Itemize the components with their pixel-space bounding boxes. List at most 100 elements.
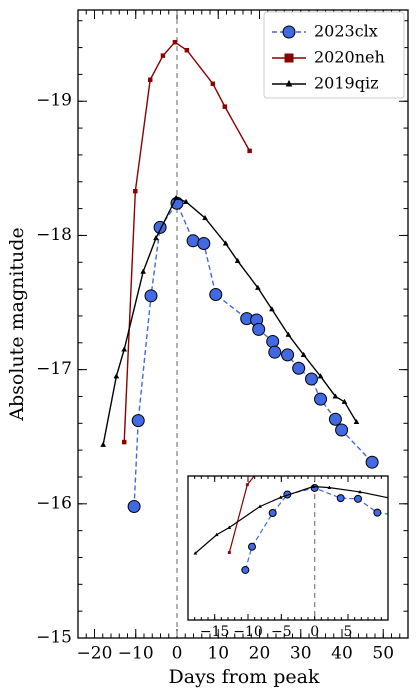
legend-label: 2023clx <box>314 22 378 41</box>
data-point <box>121 439 127 445</box>
data-point <box>358 489 362 494</box>
y-tick-label: −16 <box>36 493 72 513</box>
x-tick-label: 40 <box>331 644 353 664</box>
data-point <box>160 53 166 58</box>
legend-marker <box>282 25 296 39</box>
data-point <box>332 393 339 399</box>
data-point <box>113 373 120 379</box>
data-point <box>247 148 252 154</box>
data-point <box>268 508 277 517</box>
data-point <box>310 483 319 492</box>
data-point <box>183 198 189 204</box>
plot-area <box>193 443 414 620</box>
axes-frame <box>187 475 389 621</box>
data-point <box>147 77 153 83</box>
data-point <box>300 351 307 357</box>
x-tick-label: −15 <box>200 624 230 640</box>
data-point <box>222 104 228 109</box>
legend: 2023clx 2020neh 2019qiz <box>263 11 405 99</box>
data-point <box>144 289 158 303</box>
axes-frame <box>77 9 409 639</box>
x-tick-label: 20 <box>249 644 271 664</box>
data-point <box>227 551 231 554</box>
x-tick-label: −20 <box>77 644 113 664</box>
data-point <box>292 361 306 375</box>
data-point <box>202 214 208 221</box>
series-line <box>133 201 373 507</box>
legend-box <box>263 11 405 99</box>
x-tick-label: 10 <box>207 644 229 664</box>
y-tick-label: −15 <box>36 628 72 648</box>
data-point <box>411 502 414 505</box>
data-point <box>285 331 292 337</box>
data-point <box>214 532 219 537</box>
data-point <box>100 441 107 447</box>
legend-marker <box>284 53 294 63</box>
data-point <box>197 236 211 250</box>
data-point <box>209 287 223 301</box>
data-point <box>153 234 159 241</box>
data-point <box>317 373 324 379</box>
data-point <box>336 494 345 503</box>
data-point <box>373 508 382 517</box>
data-point <box>268 345 282 359</box>
data-point <box>210 81 216 87</box>
data-point <box>268 306 275 312</box>
data-point <box>254 284 261 290</box>
data-point <box>241 565 250 574</box>
data-point <box>153 220 167 234</box>
data-point <box>304 372 318 386</box>
y-tick-label: −17 <box>36 359 72 379</box>
series-line <box>102 196 358 445</box>
data-point <box>354 494 362 503</box>
data-point <box>392 497 395 500</box>
series-line <box>194 485 388 554</box>
data-point <box>222 240 229 246</box>
data-point <box>328 412 342 426</box>
data-point <box>310 443 312 445</box>
data-point <box>327 485 332 489</box>
x-tick-label: −10 <box>118 644 154 664</box>
data-point <box>281 348 295 362</box>
x-tick-label: 0 <box>172 644 183 664</box>
data-point <box>270 453 272 455</box>
data-point <box>248 542 256 551</box>
legend-marker <box>285 79 293 87</box>
data-point <box>252 322 266 336</box>
data-point <box>258 504 262 508</box>
legend-label: 2019qiz <box>314 74 379 93</box>
x-tick-label: 5 <box>344 624 353 640</box>
x-axis-label: Days from peak <box>169 666 320 688</box>
data-point <box>193 551 198 555</box>
legend-label: 2020neh <box>314 48 385 67</box>
data-point <box>278 495 283 499</box>
x-tick-label: 50 <box>372 644 394 664</box>
data-point <box>172 39 178 45</box>
data-point <box>121 346 128 352</box>
data-point <box>227 525 232 529</box>
x-tick-label: 30 <box>290 644 312 664</box>
data-point <box>245 483 249 487</box>
data-point <box>391 461 393 463</box>
data-point <box>133 188 138 194</box>
data-point <box>311 484 316 488</box>
plot-area <box>100 10 379 638</box>
y-axis-label: Absolute magnitude <box>6 227 28 421</box>
data-point <box>140 268 147 274</box>
data-point <box>335 423 349 437</box>
x-tick-label: −5 <box>271 624 292 640</box>
data-point <box>127 499 141 513</box>
x-tick-label: −10 <box>233 624 263 640</box>
y-tick-label: −19 <box>36 91 72 111</box>
x-tick-label: 0 <box>310 624 319 640</box>
data-point <box>365 455 379 469</box>
data-point <box>314 392 328 406</box>
data-point <box>266 334 280 348</box>
data-point <box>173 194 180 200</box>
data-point <box>234 257 241 263</box>
data-point <box>291 447 293 449</box>
data-point <box>341 398 348 404</box>
data-point <box>353 418 360 425</box>
data-point <box>329 445 331 447</box>
